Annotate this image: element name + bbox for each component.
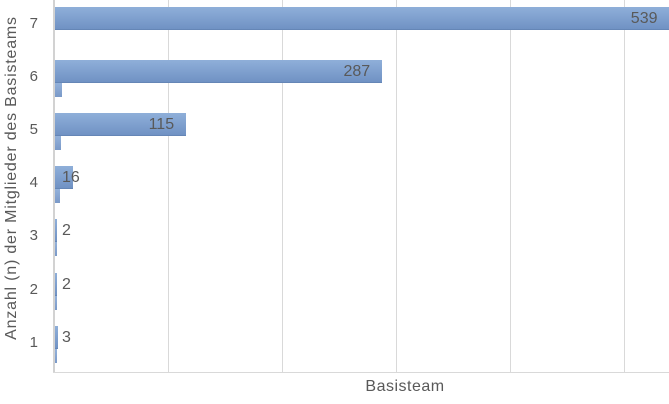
bar-cat-3 — [55, 219, 58, 242]
y-tick-label: 7 — [29, 15, 38, 32]
x-axis-line — [53, 372, 669, 373]
bar-cat-5 — [55, 113, 187, 136]
data-label-cat-5: 115 — [148, 116, 175, 133]
data-label-cat-4: 16 — [62, 169, 80, 186]
stub-bar-cat-4 — [55, 189, 60, 203]
gridline — [396, 0, 397, 372]
gridline — [624, 0, 625, 372]
stub-bar-cat-6 — [55, 83, 62, 97]
y-tick-label: 6 — [29, 68, 38, 85]
stub-bar-cat-3 — [55, 242, 58, 256]
data-label-cat-6: 287 — [343, 63, 371, 80]
y-tick-label: 1 — [29, 334, 38, 351]
bar-cat-1 — [55, 326, 59, 349]
bar-cat-4 — [55, 166, 74, 189]
stub-bar-cat-1 — [55, 349, 58, 363]
data-label-cat-3: 2 — [62, 222, 71, 239]
y-tick-label: 4 — [29, 174, 38, 191]
bar-cat-6 — [55, 60, 383, 83]
gridline — [282, 0, 283, 372]
y-axis-line — [53, 0, 55, 372]
y-tick-label: 5 — [29, 121, 38, 138]
stub-bar-cat-2 — [55, 296, 58, 310]
gridline — [510, 0, 511, 372]
bar-cat-7 — [55, 7, 669, 30]
plot-area: 7 539 6 287 5 115 4 16 3 2 2 2 1 3 — [29, 0, 669, 373]
data-label-cat-1: 3 — [62, 329, 71, 346]
x-axis-title: Basisteam — [365, 378, 445, 395]
y-tick-label: 3 — [29, 227, 38, 244]
y-tick-label: 2 — [29, 281, 38, 298]
data-label-cat-2: 2 — [62, 276, 71, 293]
gridline — [168, 0, 169, 372]
data-label-cat-7: 539 — [630, 10, 658, 27]
bar-cat-2 — [55, 273, 58, 296]
stub-bar-cat-5 — [55, 136, 61, 150]
